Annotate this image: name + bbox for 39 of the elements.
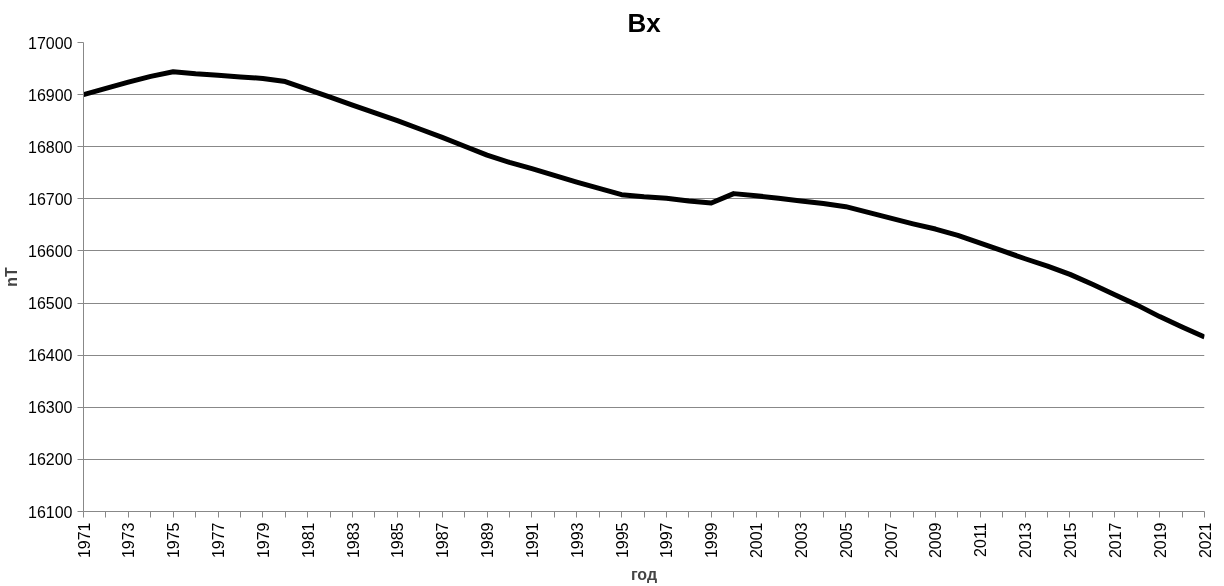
x-tick-label: 1987 bbox=[434, 522, 452, 559]
x-tick-label: 1991 bbox=[523, 522, 541, 559]
x-tick-label: 1973 bbox=[120, 522, 138, 559]
x-tick-label: 1977 bbox=[210, 522, 228, 559]
x-tick-label: 2017 bbox=[1106, 522, 1124, 559]
x-tick-label: 1993 bbox=[568, 522, 586, 559]
x-tick-label: 1985 bbox=[389, 522, 407, 559]
y-tick-label: 17000 bbox=[28, 34, 73, 52]
y-tick-label: 16900 bbox=[28, 86, 73, 104]
y-tick-label: 16700 bbox=[28, 190, 73, 208]
x-tick-label: 2011 bbox=[972, 522, 990, 557]
x-tick-label: 2007 bbox=[882, 522, 900, 559]
chart-title: Bx bbox=[627, 7, 662, 38]
x-axis-title: год bbox=[630, 566, 658, 584]
y-tick-label: 16100 bbox=[28, 503, 73, 521]
x-tick-label: 1997 bbox=[658, 522, 676, 559]
x-tick-label: 1971 bbox=[75, 522, 93, 559]
x-tick-label: 2019 bbox=[1151, 522, 1169, 559]
x-tick-label: 1979 bbox=[254, 522, 272, 559]
y-tick-label: 16800 bbox=[28, 138, 73, 156]
x-tick-label: 2015 bbox=[1061, 522, 1079, 559]
x-tick-label: 1995 bbox=[613, 522, 631, 559]
x-tick-label: 2013 bbox=[1017, 522, 1035, 559]
y-tick-label: 16400 bbox=[28, 347, 73, 365]
y-tick-label: 16600 bbox=[28, 242, 73, 260]
y-tick-label: 16500 bbox=[28, 295, 73, 313]
x-tick-label: 1983 bbox=[344, 522, 362, 559]
x-tick-label: 1981 bbox=[299, 522, 317, 559]
x-tick-label: 1975 bbox=[165, 522, 183, 559]
x-tick-label: 2003 bbox=[792, 522, 810, 559]
x-tick-label: 2001 bbox=[748, 522, 766, 559]
x-tick-label: 2009 bbox=[927, 522, 945, 559]
x-tick-label: 1989 bbox=[479, 522, 497, 559]
x-tick-label: 2021 bbox=[1196, 522, 1214, 559]
y-axis-title: nT bbox=[3, 267, 21, 287]
y-tick-label: 16300 bbox=[28, 399, 73, 417]
x-tick-label: 1999 bbox=[703, 522, 721, 559]
x-tick-label: 2005 bbox=[837, 522, 855, 559]
y-tick-label: 16200 bbox=[28, 451, 73, 469]
